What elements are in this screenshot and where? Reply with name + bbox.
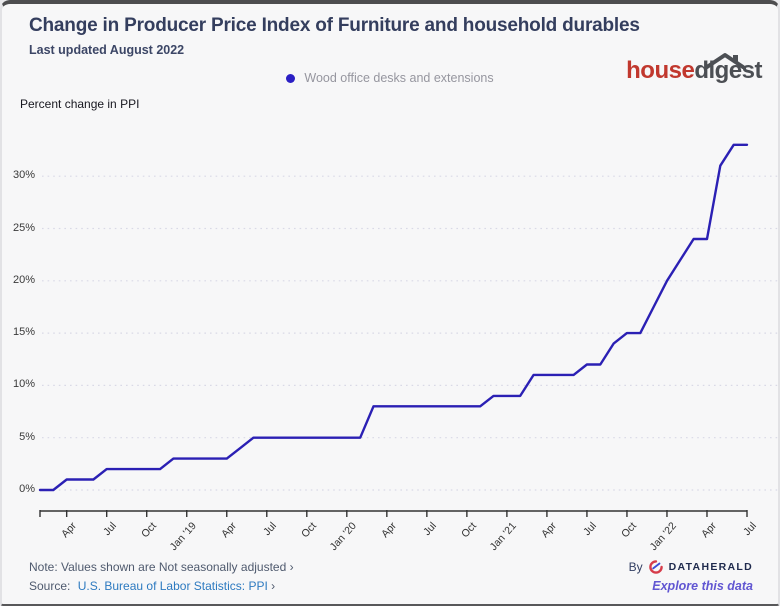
x-tick-label: Jul bbox=[100, 520, 119, 539]
attribution-row: By DATAHERALD bbox=[629, 560, 753, 574]
x-tick-label: Jan '20 bbox=[327, 520, 359, 553]
note-row: Note: Values shown are Not seasonally ad… bbox=[29, 560, 294, 574]
page-title: Change in Producer Price Index of Furnit… bbox=[29, 15, 640, 36]
y-tick-label: 30% bbox=[12, 169, 35, 182]
x-tick-label: Apr bbox=[58, 520, 79, 541]
x-tick-label: Jul bbox=[580, 520, 599, 539]
source-row: Source: U.S. Bureau of Labor Statistics:… bbox=[29, 579, 275, 593]
y-tick-label: 15% bbox=[12, 326, 35, 339]
x-tick-label: Apr bbox=[378, 520, 399, 541]
x-tick-label: Oct bbox=[138, 520, 159, 541]
legend-label: Wood office desks and extensions bbox=[304, 71, 494, 85]
brand-house: house bbox=[626, 57, 695, 84]
by-label: By bbox=[628, 560, 643, 574]
x-tick-label: Oct bbox=[458, 520, 479, 541]
x-tick-label: Oct bbox=[298, 520, 319, 541]
y-tick-label: 20% bbox=[12, 273, 35, 286]
note-text: Note: Values shown are Not seasonally ad… bbox=[29, 560, 287, 574]
x-tick-label: Jul bbox=[420, 520, 439, 539]
x-tick-label: Apr bbox=[538, 520, 559, 541]
y-tick-label: 25% bbox=[12, 221, 35, 234]
x-tick-label: Apr bbox=[699, 520, 719, 541]
y-tick-label: 10% bbox=[12, 378, 35, 391]
x-tick-label: Jan '19 bbox=[167, 520, 199, 553]
last-updated-subtitle: Last updated August 2022 bbox=[29, 43, 185, 57]
explore-data-link[interactable]: Explore this data bbox=[652, 579, 753, 593]
explore-row: Explore this data bbox=[652, 579, 753, 593]
note-expand-link[interactable]: › bbox=[289, 560, 294, 574]
x-tick-label: Jan '21 bbox=[487, 520, 519, 553]
source-chevron: › bbox=[271, 579, 276, 593]
source-label: Source: bbox=[29, 579, 71, 593]
dataherald-icon bbox=[648, 560, 663, 574]
line-chart bbox=[38, 143, 778, 517]
y-axis-title: Percent change in PPI bbox=[20, 97, 140, 111]
x-tick-label: Jul bbox=[260, 520, 279, 539]
y-tick-label: 0% bbox=[19, 483, 35, 495]
x-tick-label: Jul bbox=[741, 520, 759, 539]
x-tick-label: Jan '22 bbox=[647, 520, 679, 553]
data-series-line bbox=[38, 143, 749, 492]
x-tick-label: Oct bbox=[619, 520, 639, 541]
chart-legend: Wood office desks and extensions bbox=[2, 71, 778, 85]
house-roof-icon bbox=[704, 48, 746, 76]
x-tick-label: Apr bbox=[218, 520, 239, 541]
dataherald-wordmark: DATAHERALD bbox=[668, 561, 753, 573]
housedigest-logo: housedigest bbox=[626, 53, 762, 85]
source-link[interactable]: U.S. Bureau of Labor Statistics: PPI bbox=[77, 579, 268, 593]
brand-digest: digest bbox=[694, 57, 762, 84]
legend-dot-icon bbox=[286, 73, 296, 83]
y-tick-label: 5% bbox=[19, 430, 35, 443]
